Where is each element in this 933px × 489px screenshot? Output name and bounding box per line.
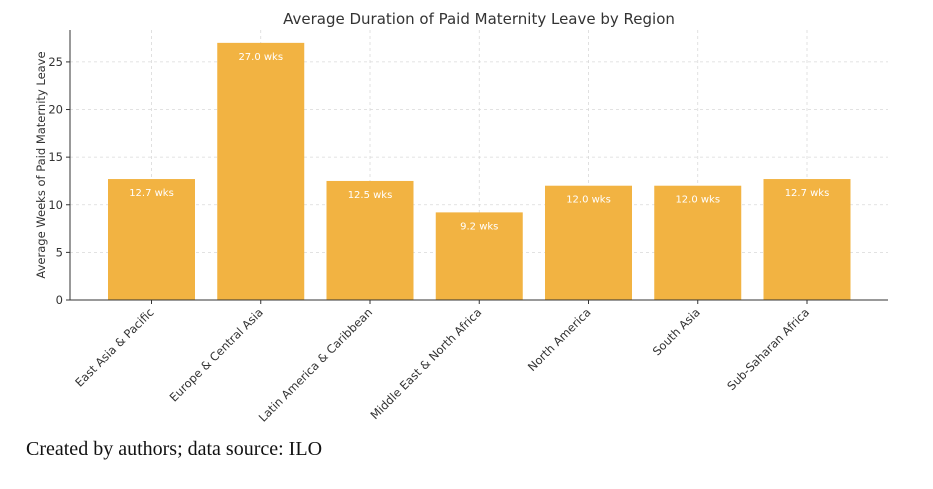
- bar: [654, 185, 742, 300]
- bar-value-label: 27.0 wks: [238, 52, 283, 63]
- bar-value-label: 12.0 wks: [675, 195, 720, 206]
- x-tick-label: North America: [525, 305, 594, 374]
- y-axis-label: Average Weeks of Paid Maternity Leave: [34, 51, 48, 278]
- y-tick-label: 5: [56, 245, 63, 259]
- x-tick-label: South Asia: [650, 305, 703, 358]
- bar-value-label: 12.7 wks: [129, 188, 174, 199]
- bar-value-label: 9.2 wks: [460, 221, 498, 232]
- x-axis-ticks: East Asia & Pacific Europe & Central Asia…: [72, 300, 812, 425]
- y-tick-label: 15: [48, 150, 63, 164]
- bar: [435, 212, 523, 300]
- y-axis-ticks: 0 5 10 15 20 25: [48, 55, 70, 307]
- y-tick-label: 10: [48, 198, 63, 212]
- y-tick-label: 20: [48, 103, 63, 117]
- bars-group: [108, 42, 851, 300]
- y-tick-label: 25: [48, 55, 63, 69]
- bar: [108, 179, 195, 300]
- y-tick-label: 0: [56, 293, 63, 307]
- source-caption: Created by authors; data source: ILO: [26, 438, 323, 460]
- data-labels-group: 12.7 wks 27.0 wks 12.5 wks 9.2 wks 12.0 wks 1…: [129, 52, 829, 233]
- x-tick-label: Latin America & Caribbean: [256, 305, 375, 424]
- bar: [217, 42, 305, 300]
- x-tick-label: Europe & Central Asia: [167, 305, 266, 404]
- x-tick-label: Sub-Saharan Africa: [724, 305, 812, 393]
- bar-value-label: 12.0 wks: [566, 195, 611, 206]
- x-tick-label: East Asia & Pacific: [72, 305, 156, 389]
- chart-title: Average Duration of Paid Maternity Leave…: [283, 10, 675, 28]
- x-tick-label: Middle East & North Africa: [367, 305, 484, 422]
- bar: [763, 179, 851, 300]
- bar-chart: Average Duration of Paid Maternity Leave…: [34, 10, 888, 425]
- bar-value-label: 12.7 wks: [785, 188, 830, 199]
- bar-value-label: 12.5 wks: [348, 190, 393, 201]
- bar: [326, 180, 414, 300]
- bar: [545, 185, 632, 300]
